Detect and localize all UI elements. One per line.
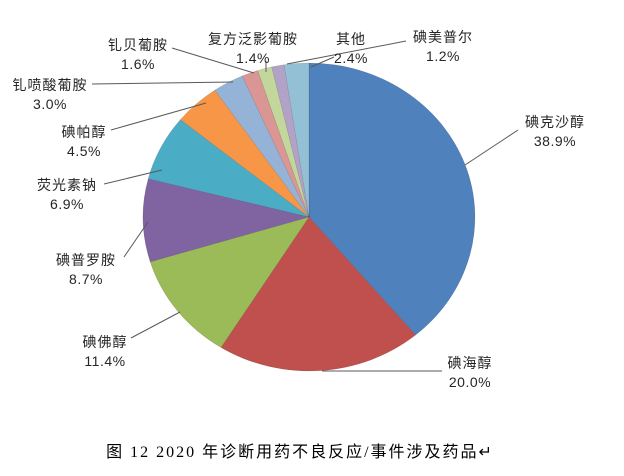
pie-label-pct-0: 38.9%	[533, 133, 577, 149]
pie-label-pct-3: 8.7%	[69, 271, 103, 287]
pie-slice-8	[257, 66, 310, 218]
pie-label-4: 荧光素钠 6.9%	[37, 176, 97, 214]
pie-label-name-5: 碘帕醇	[61, 124, 107, 140]
pie-label-pct-9: 1.2%	[426, 48, 460, 64]
leader-line-7	[171, 47, 255, 74]
pie-label-3: 碘普罗胺 8.7%	[56, 251, 116, 289]
pie-slice-2	[149, 216, 310, 348]
pie-label-name-4: 荧光素钠	[37, 177, 97, 193]
pie-slice-10	[283, 62, 310, 218]
pie-label-name-3: 碘普罗胺	[56, 252, 116, 268]
pie-label-pct-6: 3.0%	[33, 96, 67, 112]
leader-line-2	[130, 311, 181, 339]
pie-label-name-0: 碘克沙醇	[525, 114, 585, 130]
pie-slice-1	[220, 216, 416, 372]
pie-label-pct-10: 2.4%	[334, 50, 368, 66]
leader-line-0	[464, 129, 519, 166]
leader-line-9	[286, 40, 407, 65]
pie-label-name-10: 其他	[335, 31, 366, 47]
pie-label-pct-7: 1.6%	[121, 56, 155, 72]
pie-label-name-8: 复方泛影葡胺	[208, 31, 298, 47]
leader-line-3	[123, 221, 149, 258]
pie-slice-0	[308, 62, 476, 336]
pie-label-name-1: 碘海醇	[447, 355, 493, 371]
pie-slice-9	[271, 64, 310, 218]
pie-label-pct-5: 4.5%	[67, 143, 101, 159]
pie-slice-3	[142, 178, 310, 263]
pie-slice-5	[180, 89, 310, 218]
pie-label-pct-2: 11.4%	[84, 353, 126, 369]
pie-label-name-6: 钆喷酸葡胺	[12, 77, 88, 93]
pie-slice-7	[241, 70, 310, 218]
pie-label-pct-4: 6.9%	[50, 196, 84, 212]
pie-label-1: 碘海醇 20.0%	[448, 354, 493, 392]
pie-label-9: 碘美普尔 1.2%	[413, 28, 473, 66]
pie-label-0: 碘克沙醇 38.9%	[525, 113, 585, 151]
pie-label-name-7: 钆贝葡胺	[108, 37, 168, 53]
leader-line-4	[103, 169, 163, 185]
pie-label-pct-1: 20.0%	[448, 374, 492, 390]
leader-line-5	[110, 102, 207, 131]
pie-label-10: 其他 2.4%	[334, 30, 368, 68]
leader-line-6	[91, 81, 234, 85]
leader-line-10	[310, 56, 335, 68]
pie-label-name-9: 碘美普尔	[413, 29, 473, 45]
pie-label-pct-8: 1.4%	[236, 50, 270, 66]
pie-label-6: 钆喷酸葡胺 3.0%	[13, 76, 88, 114]
pie-label-7: 钆贝葡胺 1.6%	[108, 36, 168, 74]
pie-slice-4	[147, 119, 310, 218]
pie-label-2: 碘佛醇 11.4%	[83, 333, 128, 371]
pie-label-name-2: 碘佛醇	[82, 334, 128, 350]
pie-label-5: 碘帕醇 4.5%	[62, 123, 107, 161]
figure-caption: 图 12 2020 年诊断用药不良反应/事件涉及药品↵	[106, 444, 494, 461]
pie-label-8: 复方泛影葡胺 1.4%	[208, 30, 298, 68]
